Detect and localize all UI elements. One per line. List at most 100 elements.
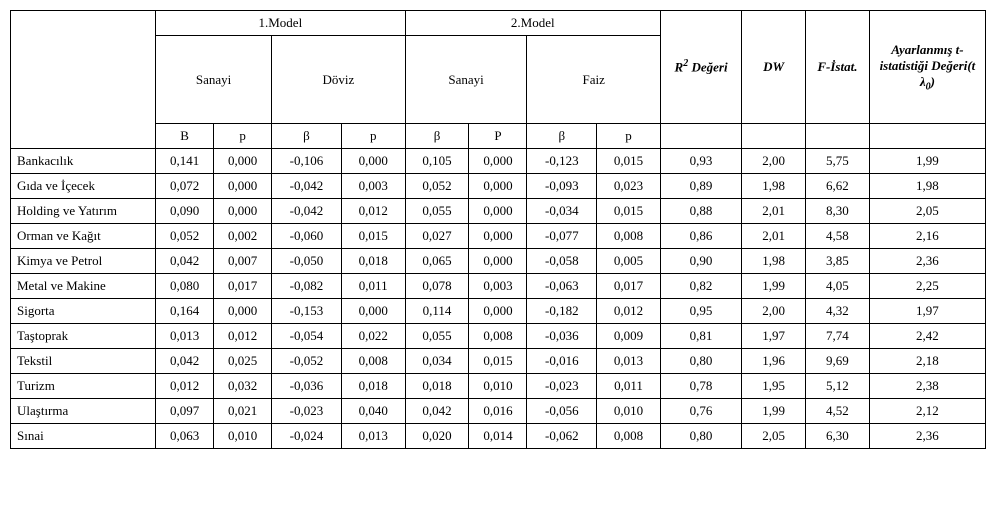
cell-m2s_p: 0,014 (469, 424, 527, 449)
f-blank (806, 124, 870, 149)
cell-dw: 1,99 (742, 274, 806, 299)
cell-m2f_p: 0,009 (597, 324, 661, 349)
cell-m2s_p: 0,010 (469, 374, 527, 399)
cell-m2s_b: 0,114 (405, 299, 469, 324)
cell-r2: 0,81 (660, 324, 741, 349)
cell-r2: 0,80 (660, 349, 741, 374)
header-row-1: 1.Model 2.Model R2 Değeri DW F-İstat. Ay… (11, 11, 986, 36)
m2-sanayi-beta: β (405, 124, 469, 149)
table-row: Taştoprak0,0130,012-0,0540,0220,0550,008… (11, 324, 986, 349)
cell-m1s_b: 0,042 (156, 349, 214, 374)
row-label: Sigorta (11, 299, 156, 324)
row-label: Sınai (11, 424, 156, 449)
cell-m2f_b: -0,058 (527, 249, 597, 274)
cell-m2f_b: -0,182 (527, 299, 597, 324)
cell-f: 5,75 (806, 149, 870, 174)
cell-m2s_b: 0,105 (405, 149, 469, 174)
cell-m1d_p: 0,000 (341, 299, 405, 324)
table-row: Sigorta0,1640,000-0,1530,0000,1140,000-0… (11, 299, 986, 324)
cell-dw: 2,05 (742, 424, 806, 449)
m2-faiz-header: Faiz (527, 36, 660, 124)
cell-m1d_b: -0,024 (272, 424, 342, 449)
cell-m1s_b: 0,012 (156, 374, 214, 399)
cell-r2: 0,78 (660, 374, 741, 399)
m2-sanayi-header: Sanayi (405, 36, 527, 124)
cell-m2f_p: 0,010 (597, 399, 661, 424)
cell-m1d_p: 0,022 (341, 324, 405, 349)
cell-m1s_p: 0,025 (214, 349, 272, 374)
table-row: Kimya ve Petrol0,0420,007-0,0500,0180,06… (11, 249, 986, 274)
cell-m2s_b: 0,042 (405, 399, 469, 424)
model1-header: 1.Model (156, 11, 406, 36)
cell-t: 2,36 (869, 249, 985, 274)
cell-m2f_p: 0,008 (597, 424, 661, 449)
cell-m1d_p: 0,012 (341, 199, 405, 224)
cell-m1d_b: -0,042 (272, 174, 342, 199)
cell-m2f_b: -0,063 (527, 274, 597, 299)
cell-m1d_p: 0,011 (341, 274, 405, 299)
cell-m2f_p: 0,012 (597, 299, 661, 324)
m1-sanayi-B: Β (156, 124, 214, 149)
row-label: Tekstil (11, 349, 156, 374)
cell-f: 8,30 (806, 199, 870, 224)
cell-m1d_b: -0,036 (272, 374, 342, 399)
regression-table: 1.Model 2.Model R2 Değeri DW F-İstat. Ay… (10, 10, 986, 449)
cell-r2: 0,80 (660, 424, 741, 449)
cell-m1d_b: -0,060 (272, 224, 342, 249)
cell-m2s_b: 0,018 (405, 374, 469, 399)
cell-m1d_b: -0,106 (272, 149, 342, 174)
cell-r2: 0,95 (660, 299, 741, 324)
cell-m2s_p: 0,000 (469, 299, 527, 324)
cell-m1s_p: 0,012 (214, 324, 272, 349)
cell-dw: 1,98 (742, 249, 806, 274)
cell-f: 6,30 (806, 424, 870, 449)
table-row: Turizm0,0120,032-0,0360,0180,0180,010-0,… (11, 374, 986, 399)
cell-f: 4,52 (806, 399, 870, 424)
cell-r2: 0,93 (660, 149, 741, 174)
table-row: Gıda ve İçecek0,0720,000-0,0420,0030,052… (11, 174, 986, 199)
cell-m1d_p: 0,018 (341, 249, 405, 274)
m1-doviz-beta: β (272, 124, 342, 149)
adjt-header: Ayarlanmış t-istatistiği Değeri(t λ0) (869, 11, 985, 124)
m1-sanayi-p: p (214, 124, 272, 149)
cell-m2s_p: 0,000 (469, 149, 527, 174)
cell-m1d_p: 0,040 (341, 399, 405, 424)
cell-m1d_b: -0,042 (272, 199, 342, 224)
cell-m1d_b: -0,050 (272, 249, 342, 274)
cell-m2s_b: 0,055 (405, 324, 469, 349)
m2-sanayi-P: P (469, 124, 527, 149)
cell-m2s_b: 0,078 (405, 274, 469, 299)
cell-f: 6,62 (806, 174, 870, 199)
cell-r2: 0,88 (660, 199, 741, 224)
cell-f: 7,74 (806, 324, 870, 349)
cell-m1d_b: -0,054 (272, 324, 342, 349)
row-label: Gıda ve İçecek (11, 174, 156, 199)
dw-blank (742, 124, 806, 149)
row-label: Ulaştırma (11, 399, 156, 424)
cell-r2: 0,86 (660, 224, 741, 249)
r2-header: R2 Değeri (660, 11, 741, 124)
cell-t: 2,25 (869, 274, 985, 299)
header-row-3: Β p β p β P β p (11, 124, 986, 149)
r2-blank (660, 124, 741, 149)
cell-m1d_p: 0,008 (341, 349, 405, 374)
cell-t: 1,98 (869, 174, 985, 199)
cell-dw: 2,00 (742, 299, 806, 324)
row-label: Bankacılık (11, 149, 156, 174)
cell-m2s_b: 0,027 (405, 224, 469, 249)
cell-m1d_p: 0,018 (341, 374, 405, 399)
cell-m2s_p: 0,000 (469, 249, 527, 274)
cell-f: 4,05 (806, 274, 870, 299)
cell-m1s_b: 0,164 (156, 299, 214, 324)
cell-dw: 2,01 (742, 224, 806, 249)
cell-dw: 1,98 (742, 174, 806, 199)
cell-m2f_b: -0,056 (527, 399, 597, 424)
model2-header: 2.Model (405, 11, 660, 36)
cell-m2s_b: 0,065 (405, 249, 469, 274)
cell-m2s_p: 0,000 (469, 224, 527, 249)
cell-m1s_p: 0,021 (214, 399, 272, 424)
m1-doviz-p: p (341, 124, 405, 149)
m2-faiz-beta: β (527, 124, 597, 149)
cell-t: 2,38 (869, 374, 985, 399)
cell-m1s_b: 0,063 (156, 424, 214, 449)
